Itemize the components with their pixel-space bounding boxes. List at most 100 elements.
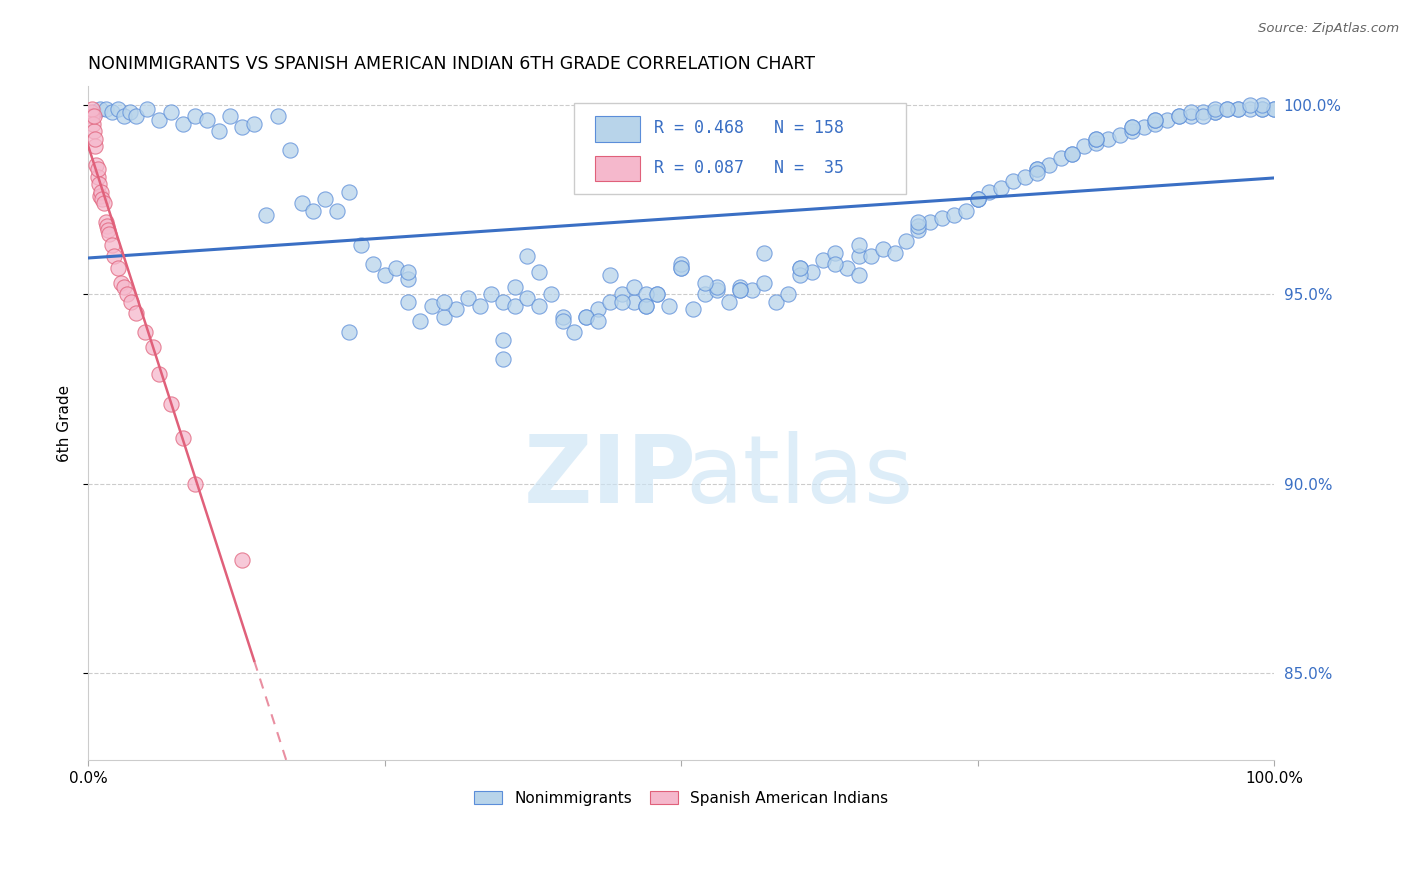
Point [160, 397, 183, 411]
Point [96, 219, 118, 233]
Text: R = 0.087   N =  35: R = 0.087 N = 35 [654, 159, 844, 177]
Point [492, 333, 515, 347]
Point [1192, 105, 1215, 120]
Point [942, 208, 965, 222]
Point [966, 193, 988, 207]
Point [1121, 124, 1143, 138]
Point [82, 117, 104, 131]
Point [658, 299, 681, 313]
Text: Source: ZipAtlas.com: Source: ZipAtlas.com [1258, 22, 1399, 36]
Point [789, 268, 811, 283]
Point [80, 102, 103, 116]
Point [89, 102, 111, 116]
Point [1251, 102, 1274, 116]
Point [361, 257, 384, 271]
Point [337, 325, 360, 339]
Point [634, 287, 657, 301]
Point [1002, 173, 1025, 187]
Point [979, 185, 1001, 199]
Point [575, 310, 598, 324]
Point [1121, 120, 1143, 135]
Point [291, 196, 314, 211]
Point [83, 109, 105, 123]
Point [634, 299, 657, 313]
Point [492, 351, 515, 366]
Point [337, 185, 360, 199]
Point [907, 219, 929, 233]
Point [527, 299, 550, 313]
Point [1025, 162, 1047, 177]
Point [848, 249, 870, 263]
Point [1156, 112, 1178, 127]
Point [907, 215, 929, 229]
Point [83, 105, 105, 120]
Point [896, 234, 918, 248]
Point [148, 112, 170, 127]
Point [91, 193, 114, 207]
Point [396, 294, 419, 309]
Point [789, 260, 811, 275]
Point [1180, 105, 1202, 120]
Point [278, 143, 301, 157]
Point [516, 291, 538, 305]
Point [97, 223, 120, 237]
Point [848, 268, 870, 283]
Point [83, 124, 105, 138]
Point [1168, 109, 1191, 123]
Point [848, 238, 870, 252]
Point [231, 552, 253, 566]
Point [1073, 139, 1095, 153]
FancyBboxPatch shape [575, 103, 907, 194]
Point [1062, 147, 1084, 161]
Point [110, 276, 132, 290]
Point [254, 208, 277, 222]
Point [134, 325, 156, 339]
Point [172, 431, 194, 445]
Point [101, 105, 124, 120]
Point [907, 223, 929, 237]
Point [444, 302, 467, 317]
Point [682, 302, 704, 317]
Point [824, 245, 846, 260]
Point [575, 310, 598, 324]
Point [540, 287, 562, 301]
Point [599, 268, 621, 283]
Point [586, 302, 609, 317]
Y-axis label: 6th Grade: 6th Grade [58, 384, 72, 462]
Point [1227, 102, 1250, 116]
Text: ZIP: ZIP [523, 431, 696, 523]
Point [586, 314, 609, 328]
Point [117, 287, 139, 301]
Point [136, 102, 159, 116]
Point [872, 242, 894, 256]
FancyBboxPatch shape [595, 156, 640, 181]
Point [1168, 109, 1191, 123]
Point [184, 109, 207, 123]
Point [1204, 102, 1226, 116]
Point [1215, 102, 1237, 116]
Point [647, 287, 669, 301]
Point [1121, 120, 1143, 135]
Point [1227, 102, 1250, 116]
Point [717, 294, 740, 309]
Point [623, 294, 645, 309]
Point [160, 105, 183, 120]
Point [492, 294, 515, 309]
Point [1014, 169, 1036, 184]
Point [789, 260, 811, 275]
Point [112, 279, 135, 293]
Point [103, 249, 125, 263]
Point [955, 203, 977, 218]
Point [396, 272, 419, 286]
Point [1085, 132, 1108, 146]
Point [610, 294, 633, 309]
Point [599, 294, 621, 309]
Point [966, 193, 988, 207]
Point [1038, 158, 1060, 172]
Point [634, 299, 657, 313]
Legend: Nonimmigrants, Spanish American Indians: Nonimmigrants, Spanish American Indians [467, 783, 896, 814]
Point [669, 260, 692, 275]
Point [385, 260, 408, 275]
Point [1109, 128, 1132, 142]
Point [1144, 112, 1167, 127]
